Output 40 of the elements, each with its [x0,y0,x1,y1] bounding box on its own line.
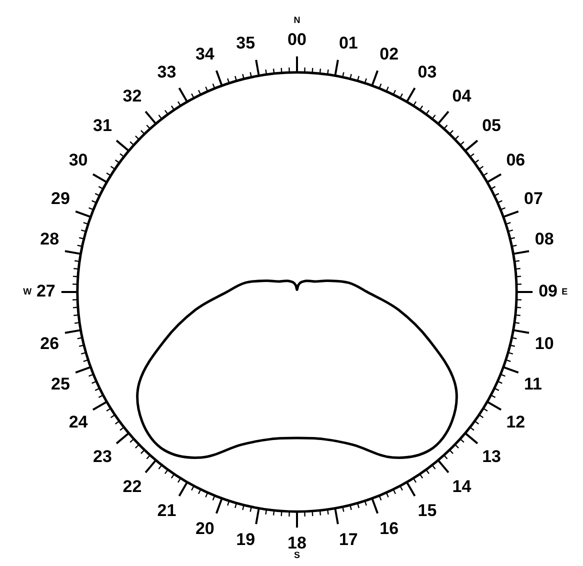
spoke-label: 09 [538,282,558,301]
spoke-label: 26 [40,334,60,353]
spoke-label: 00 [288,30,306,49]
spoke-label: 18 [288,533,306,552]
spoke-label: 07 [524,188,543,208]
spoke-label: 17 [338,530,358,549]
spoke-label: 35 [236,34,256,53]
spoke-label: 24 [68,412,88,432]
spoke-label: 04 [452,86,472,106]
spoke-label: 10 [534,334,554,353]
spoke-label: 30 [68,150,88,170]
spoke-label: 08 [534,230,554,249]
spoke-label: 16 [380,518,399,538]
spoke-label: 27 [36,282,56,301]
spoke-label: 03 [418,62,437,82]
spoke-label: 32 [122,86,142,106]
text: W [23,286,32,296]
spoke-label: 21 [157,501,176,520]
spoke-label: 19 [236,530,256,549]
spoke-label: 29 [51,188,70,208]
spoke-label: 01 [338,34,358,53]
spoke-label: 12 [506,412,526,432]
text: E [562,286,568,296]
spoke-label: 33 [157,62,176,82]
spoke-label: 02 [380,44,399,64]
spoke-label: 14 [452,476,472,496]
spoke-label: 34 [195,44,215,64]
spoke-label: 25 [51,374,70,394]
spoke-label: 05 [482,116,501,136]
spoke-label: 23 [93,447,112,466]
spoke-label: 31 [93,116,112,136]
spoke-label: 28 [40,230,60,249]
text: N [294,14,300,25]
text: S [294,550,300,560]
spoke-label: 15 [418,501,437,520]
spoke-label: 13 [482,447,501,466]
spoke-label: 20 [195,518,214,538]
spoke-label: 11 [524,374,542,394]
spoke-label: 06 [506,150,526,170]
spoke-label: 22 [122,476,142,496]
